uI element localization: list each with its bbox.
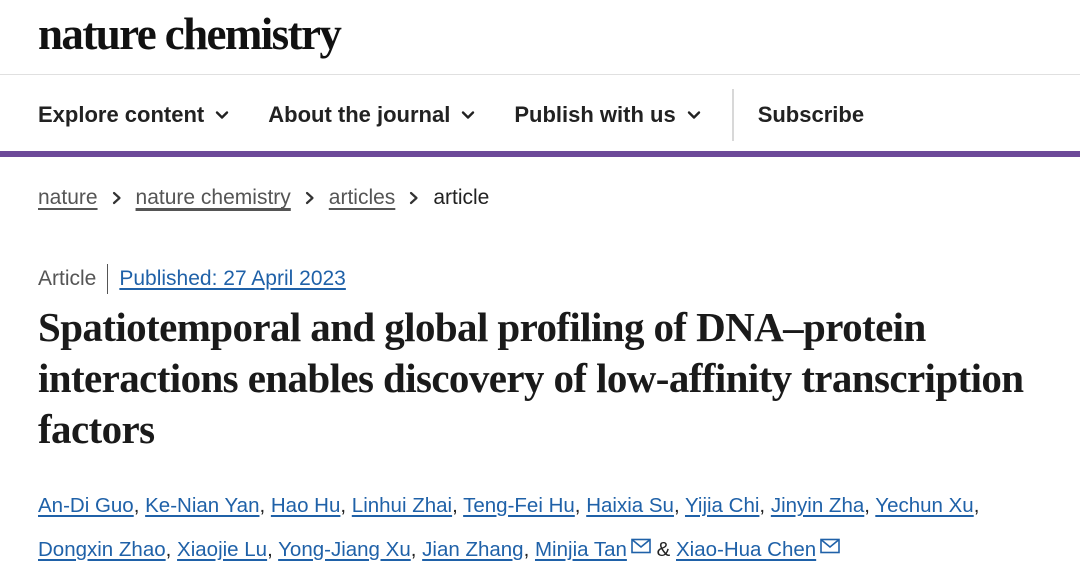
article-title: Spatiotemporal and global profiling of D… (38, 304, 1024, 452)
author-link[interactable]: Yong-Jiang Xu (278, 538, 411, 561)
author-link[interactable]: Jinyin Zha (770, 494, 865, 517)
author-link[interactable]: Xiaojie Lu (177, 538, 268, 561)
author-link[interactable]: Jian Zhang (422, 538, 524, 561)
chevron-down-icon (687, 111, 700, 119)
chevron-right-icon (112, 191, 121, 205)
nav-item-label: Publish with us (514, 102, 676, 127)
chevron-right-icon (410, 191, 418, 205)
author-link[interactable]: Yechun Xu (875, 494, 974, 517)
author-link[interactable]: Linhui Zhai (351, 494, 453, 517)
author-separator: , (133, 494, 146, 517)
author-separator: , (864, 494, 876, 517)
author-separator: , (410, 538, 423, 561)
nav-separator (731, 89, 734, 141)
author-link[interactable]: Minjia Tan (534, 538, 627, 561)
nav-item-label: About the journal (268, 102, 451, 127)
author-separator: , (259, 494, 271, 517)
nav-publish-with-us[interactable]: Publish with us (514, 102, 701, 128)
author-separator: , (574, 494, 587, 517)
author-link[interactable]: An-Di Guo (38, 494, 134, 517)
and-text: & (656, 538, 671, 561)
author-separator: , (759, 494, 771, 517)
breadcrumb-nature[interactable]: nature (38, 186, 98, 209)
breadcrumb: nature nature chemistry articles article (38, 186, 489, 210)
author-link[interactable]: Hao Hu (270, 494, 341, 517)
nav-explore-content[interactable]: Explore content (38, 102, 230, 128)
envelope-icon[interactable] (820, 538, 840, 554)
chevron-right-icon (305, 191, 314, 205)
author-separator: , (452, 494, 464, 517)
nav-item-label: Explore content (38, 102, 205, 127)
journal-logo[interactable]: nature chemistry (38, 9, 342, 59)
author-link[interactable]: Yijia Chi (684, 494, 760, 517)
breadcrumb-articles[interactable]: articles (328, 186, 396, 209)
main-nav: Explore content About the journal Publis… (38, 87, 864, 143)
breadcrumb-nature-chemistry[interactable]: nature chemistry (135, 186, 291, 209)
subscribe-link[interactable]: Subscribe (757, 102, 865, 127)
author-separator: , (165, 538, 178, 561)
header-divider (0, 74, 1080, 75)
author-link[interactable]: Dongxin Zhao (38, 538, 166, 561)
chevron-down-icon (216, 111, 229, 119)
author-link[interactable]: Xiao-Hua Chen (676, 538, 817, 561)
author-list: An-Di Guo, Ke-Nian Yan, Hao Hu, Linhui Z… (38, 484, 1068, 572)
author-link[interactable]: Ke-Nian Yan (145, 494, 260, 517)
article-meta: Article Published: 27 April 2023 (38, 264, 346, 294)
meta-divider (107, 264, 109, 294)
author-separator: , (340, 494, 352, 517)
author-link[interactable]: Teng-Fei Hu (463, 494, 575, 517)
author-link[interactable]: Haixia Su (586, 494, 674, 517)
nav-about-the-journal[interactable]: About the journal (268, 102, 476, 128)
published-date-link[interactable]: Published: 27 April 2023 (119, 267, 346, 290)
author-separator: , (673, 494, 685, 517)
chevron-down-icon (462, 111, 475, 119)
accent-bar (0, 151, 1080, 157)
article-type: Article (38, 267, 97, 290)
breadcrumb-current: article (433, 186, 490, 209)
author-separator: , (523, 538, 535, 561)
author-separator: , (267, 538, 279, 561)
author-separator: , (973, 494, 980, 517)
envelope-icon[interactable] (631, 538, 651, 554)
